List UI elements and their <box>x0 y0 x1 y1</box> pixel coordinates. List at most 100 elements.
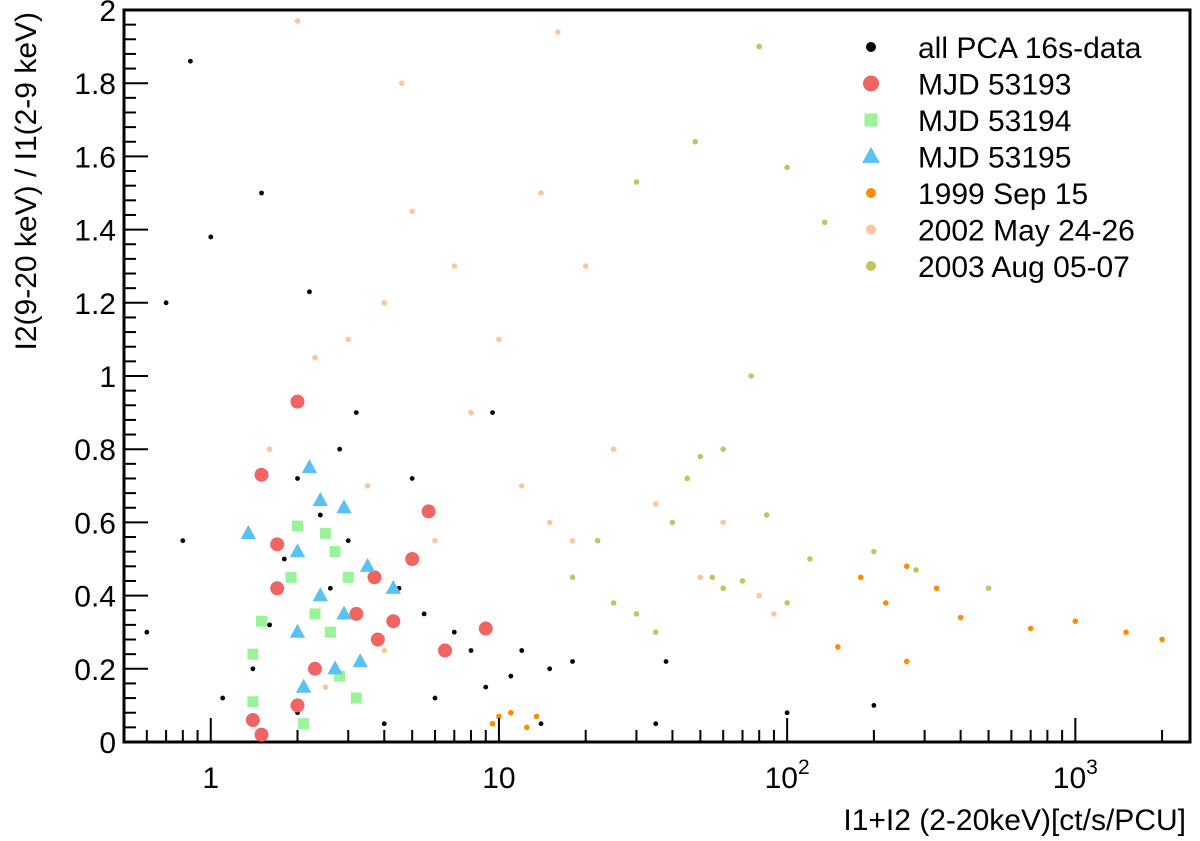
x-axis-title: I1+I2 (2-20keV)[ct/s/PCU] <box>843 804 1186 837</box>
data-point <box>538 721 544 727</box>
data-point <box>240 524 257 539</box>
data-point <box>933 585 940 592</box>
legend-entry: MJD 53193 <box>863 69 1071 102</box>
data-point <box>633 611 640 617</box>
axes <box>123 9 1164 743</box>
series-6 <box>569 43 992 635</box>
data-point <box>985 585 992 592</box>
series-2 <box>247 520 362 730</box>
data-point <box>398 80 405 86</box>
legend-entry: 2003 Aug 05-07 <box>866 251 1130 284</box>
data-point <box>220 695 226 701</box>
data-point <box>317 512 323 518</box>
x-tick-label: 10 <box>482 762 515 795</box>
data-point <box>309 608 321 620</box>
data-point <box>256 615 268 627</box>
data-point <box>342 571 354 583</box>
data-point <box>692 138 699 145</box>
data-point <box>756 43 763 50</box>
data-point <box>835 644 841 650</box>
y-tick-label: 1.2 <box>74 288 116 321</box>
y-tick-label: 0.6 <box>74 507 116 540</box>
data-point <box>285 571 297 583</box>
data-point <box>720 585 726 592</box>
data-point <box>903 658 910 665</box>
data-point <box>322 684 329 690</box>
series-3 <box>240 459 402 693</box>
y-tick-label: 1.8 <box>74 68 116 101</box>
data-point <box>784 164 790 171</box>
data-point <box>350 692 362 704</box>
data-point <box>294 18 301 24</box>
data-point <box>883 600 889 606</box>
data-point <box>663 659 669 664</box>
data-point <box>697 453 704 460</box>
data-point <box>508 673 514 679</box>
data-point <box>508 709 514 716</box>
x-tick-label: 103 <box>1053 756 1098 795</box>
data-point <box>524 724 530 731</box>
legend-marker <box>862 146 880 163</box>
data-point <box>807 556 813 562</box>
data-point <box>913 567 919 573</box>
data-point <box>582 263 589 270</box>
data-point <box>292 520 304 532</box>
y-axis-title: I2(9-20 keV) / I1(2-9 keV) <box>10 12 43 350</box>
legend-label: 2002 May 24-26 <box>918 215 1135 248</box>
data-point <box>451 263 458 270</box>
data-point <box>478 621 493 636</box>
data-point <box>352 653 368 668</box>
data-point <box>518 483 525 489</box>
data-point <box>247 648 259 660</box>
data-point <box>307 661 322 676</box>
data-point <box>270 537 285 552</box>
data-point <box>409 208 415 215</box>
data-point <box>386 614 401 629</box>
legend-marker <box>864 113 878 127</box>
y-tick-label: 1.4 <box>74 215 116 248</box>
data-point <box>250 666 256 672</box>
data-point <box>208 234 214 240</box>
data-point <box>569 574 576 581</box>
data-point <box>1027 625 1034 632</box>
data-point <box>763 512 770 518</box>
data-point <box>771 611 777 617</box>
legend-label: MJD 53194 <box>918 105 1071 138</box>
data-point <box>784 600 790 606</box>
data-point <box>546 519 553 526</box>
data-point <box>364 483 371 489</box>
data-point <box>903 563 910 570</box>
data-point <box>254 727 269 742</box>
data-point <box>337 446 343 452</box>
data-point <box>871 703 877 708</box>
data-point <box>345 538 351 544</box>
data-point <box>669 519 676 526</box>
data-point <box>381 647 388 654</box>
data-point <box>871 548 877 555</box>
data-point <box>489 720 496 727</box>
series-5 <box>266 18 777 690</box>
legend-entry: 1999 Sep 15 <box>866 178 1088 211</box>
data-point <box>319 527 331 539</box>
x-tick-label: 102 <box>765 756 810 795</box>
y-tick-label: 1 <box>99 361 116 394</box>
data-point <box>438 643 453 658</box>
data-point <box>289 623 306 638</box>
data-point <box>295 678 312 693</box>
data-point <box>496 713 502 720</box>
data-point <box>569 537 576 544</box>
y-tick-labels: 0 0.2 0.4 0.6 0.8 1 1.2 1.4 1.6 1.8 2 <box>74 0 116 760</box>
data-point <box>594 537 601 544</box>
legend-entry: MJD 53194 <box>864 105 1071 138</box>
data-point <box>533 713 540 720</box>
data-point <box>957 614 964 621</box>
data-point <box>697 574 704 581</box>
data-point <box>381 300 388 306</box>
data-point <box>327 585 333 591</box>
data-point <box>519 648 525 653</box>
data-point <box>554 29 561 35</box>
x-tick-label: 1 <box>202 762 219 795</box>
data-point <box>432 695 438 701</box>
data-point <box>610 600 617 606</box>
